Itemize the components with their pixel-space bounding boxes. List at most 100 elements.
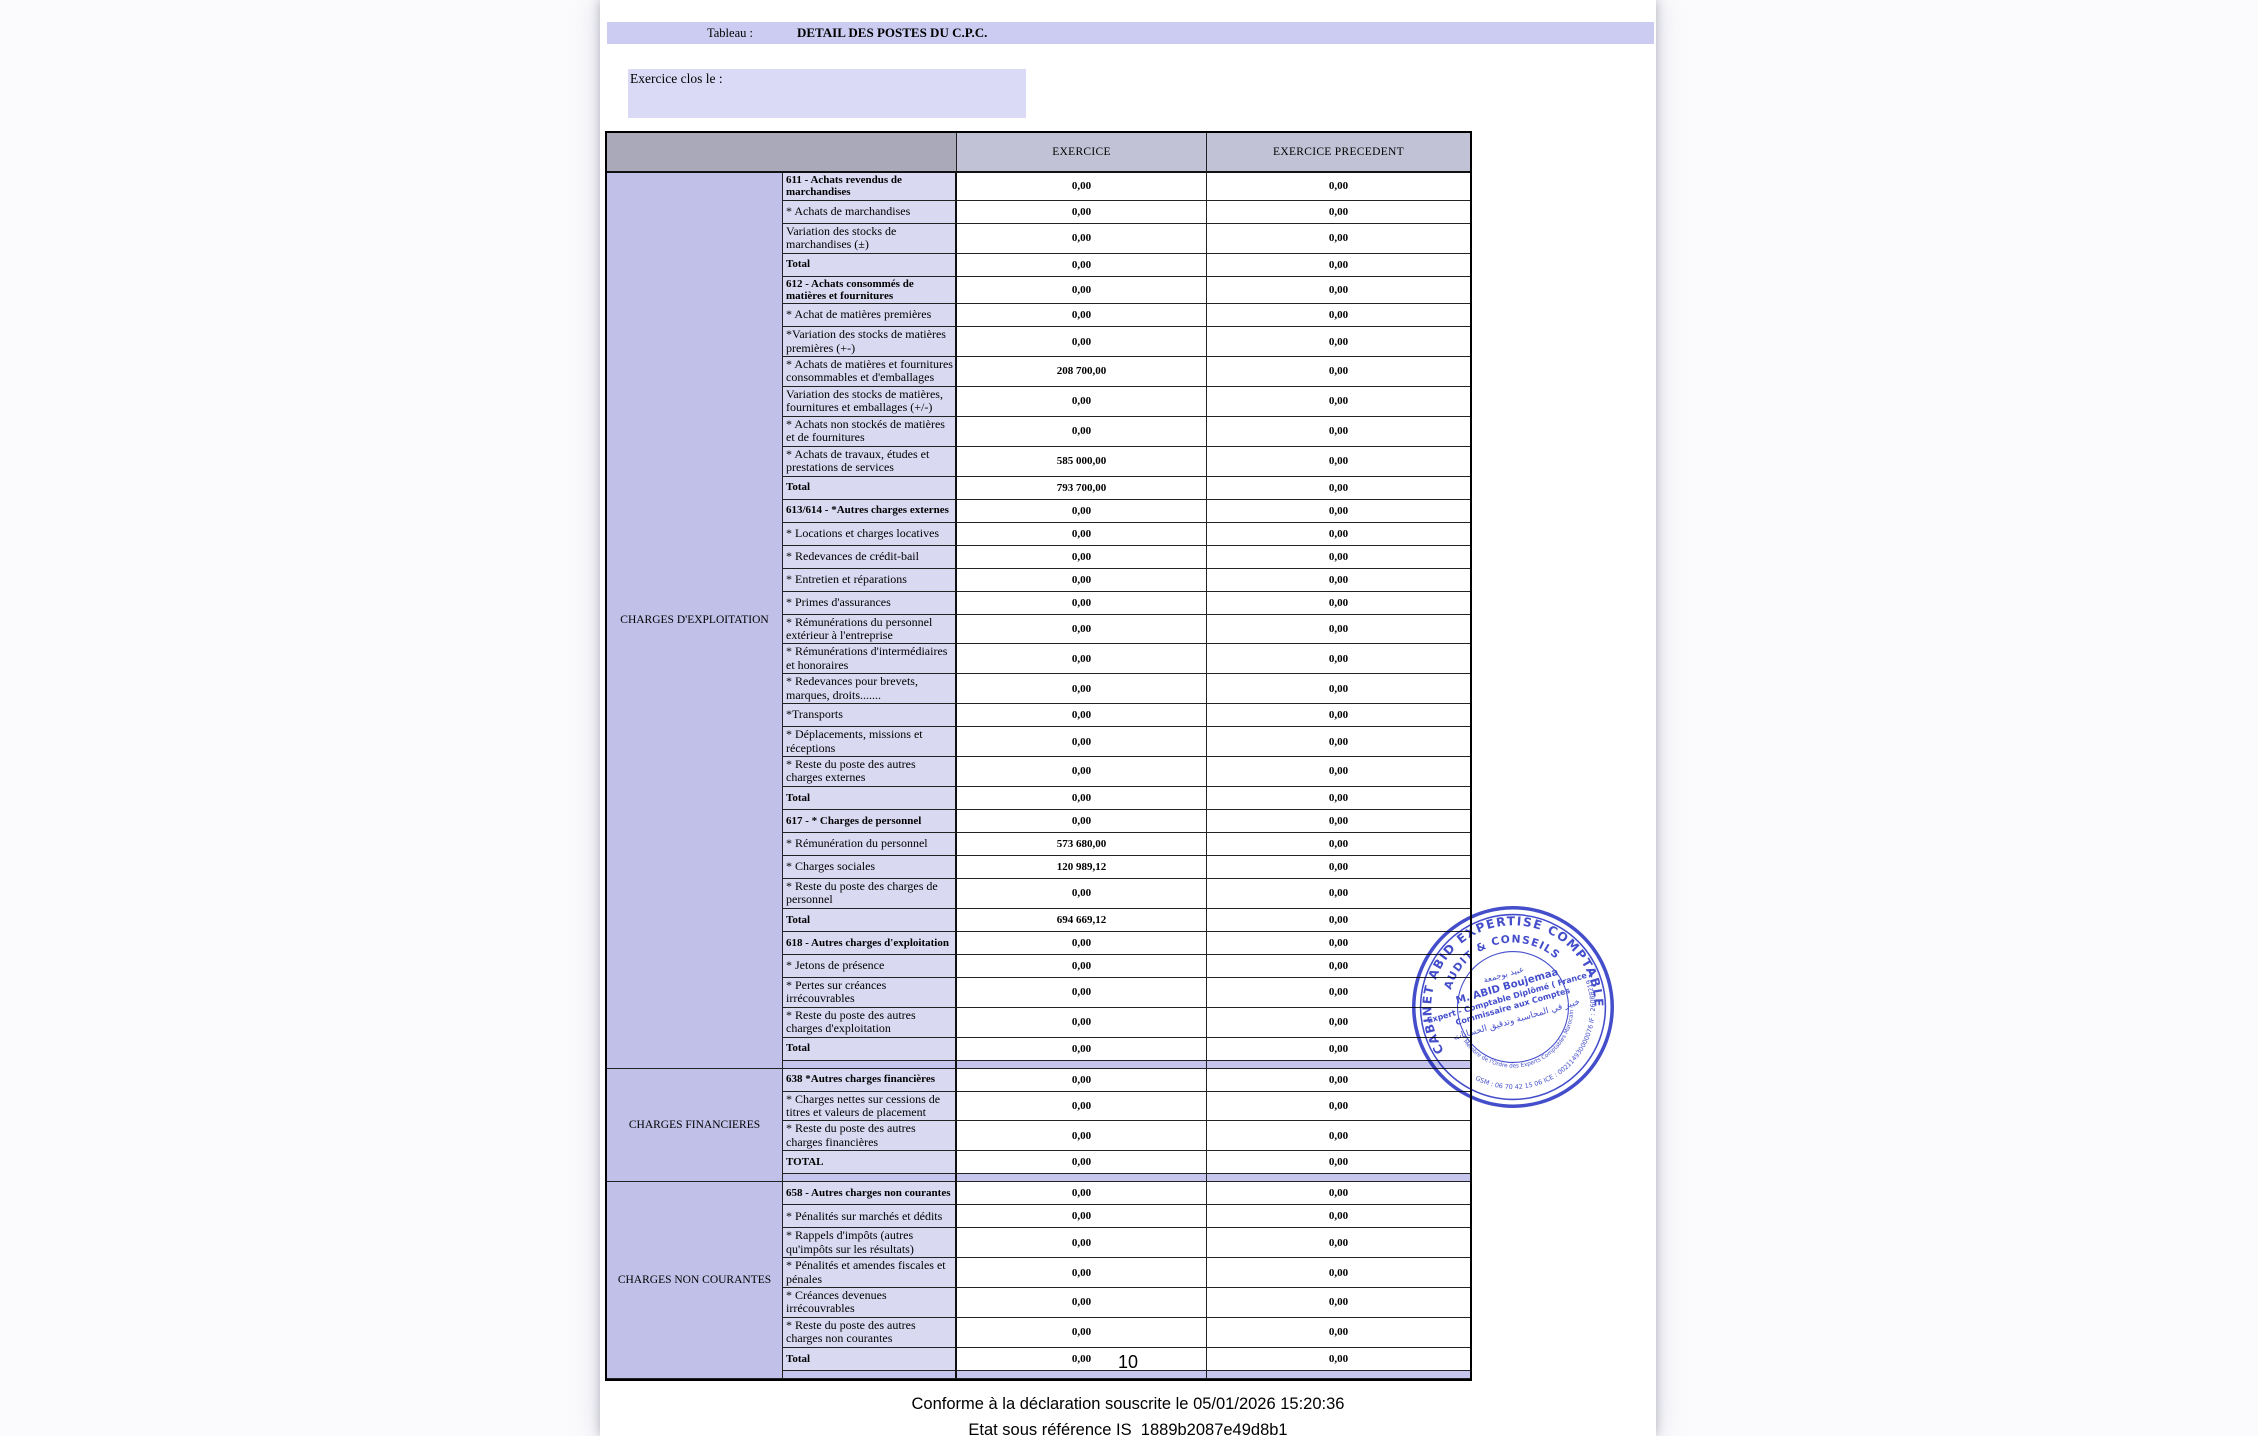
exercice-value-cell: 0,00 — [957, 786, 1207, 810]
page-title: DETAIL DES POSTES DU C.P.C. — [797, 25, 988, 40]
table-title-bar: Tableau : DETAIL DES POSTES DU C.P.C. — [607, 22, 1654, 44]
row-label-cell: Total — [783, 786, 957, 810]
row-label-cell: 617 - * Charges de personnel — [783, 809, 957, 833]
exercice-value-cell: 0,00 — [957, 977, 1207, 1008]
exercice-value-cell: 0,00 — [957, 1317, 1207, 1348]
precedent-value-cell: 0,00 — [1207, 446, 1470, 477]
exercice-value-cell: 0,00 — [957, 1205, 1207, 1229]
exercice-value-cell: 0,00 — [957, 674, 1207, 705]
precedent-value-cell: 0,00 — [1207, 1288, 1470, 1318]
exercice-value-cell: 0,00 — [957, 809, 1207, 833]
stamp-outer-ring — [1412, 906, 1614, 1108]
row-label-cell: Total — [783, 1347, 957, 1371]
exercice-value-cell: 0,00 — [957, 327, 1207, 357]
precedent-value-cell: 0,00 — [1207, 223, 1470, 254]
declaration-conformity-line: Conforme à la déclaration souscrite le 0… — [911, 1395, 1345, 1413]
table-header-blank-cell — [607, 133, 957, 173]
exercice-value-cell: 0,00 — [957, 954, 1207, 978]
row-label-cell: * Reste du poste des autres charges d'ex… — [783, 1007, 957, 1038]
precedent-value-cell: 0,00 — [1207, 1037, 1470, 1061]
exercice-value-cell: 0,00 — [957, 568, 1207, 592]
document-page: Tableau : DETAIL DES POSTES DU C.P.C. Ex… — [600, 0, 1656, 1436]
exercice-value-cell: 0,00 — [957, 1347, 1207, 1371]
row-label-cell: 613/614 - *Autres charges externes — [783, 499, 957, 523]
exercice-value-cell: 0,00 — [957, 1037, 1207, 1061]
exercice-value-cell: 694 669,12 — [957, 908, 1207, 932]
exercice-value-cell: 0,00 — [957, 614, 1207, 645]
precedent-value-cell: 0,00 — [1207, 704, 1470, 728]
precedent-value-cell: 0,00 — [1207, 954, 1470, 978]
section-separator — [1207, 1174, 1470, 1183]
exercice-value-cell: 0,00 — [957, 276, 1207, 305]
exercice-value-cell: 573 680,00 — [957, 832, 1207, 856]
section-separator — [783, 1370, 957, 1379]
precedent-value-cell: 0,00 — [1207, 357, 1470, 387]
section-label: CHARGES FINANCIERES — [607, 1068, 783, 1183]
precedent-value-cell: 0,00 — [1207, 727, 1470, 757]
row-label-cell: * Rémunération du personnel — [783, 832, 957, 856]
precedent-value-cell: 0,00 — [1207, 908, 1470, 932]
row-label-cell: * Achats de matières et fournitures cons… — [783, 357, 957, 387]
row-label-cell: * Rémunérations du personnel extérieur à… — [783, 614, 957, 645]
precedent-value-cell: 0,00 — [1207, 476, 1470, 500]
exercice-value-cell: 0,00 — [957, 644, 1207, 675]
row-label-cell: * Rémunérations d'intermédiaires et hono… — [783, 644, 957, 675]
row-label-cell: * Charges nettes sur cessions de titres … — [783, 1091, 957, 1122]
precedent-value-cell: 0,00 — [1207, 173, 1470, 201]
exercice-clos-box: Exercice clos le : — [628, 69, 1026, 118]
section-separator — [957, 1370, 1207, 1379]
exercice-value-cell: 0,00 — [957, 1182, 1207, 1206]
precedent-value-cell: 0,00 — [1207, 568, 1470, 592]
stamp-mid-ring — [1419, 913, 1607, 1101]
table-body: CHARGES D'EXPLOITATION 611 - Achats reven… — [607, 173, 1470, 1379]
row-label-cell: *Transports — [783, 704, 957, 728]
row-label-cell: *Variation des stocks de matières premiè… — [783, 327, 957, 357]
row-label-cell: Total — [783, 476, 957, 500]
exercice-value-cell: 0,00 — [957, 253, 1207, 277]
exercice-clos-label: Exercice clos le : — [630, 71, 723, 86]
row-label-cell: * Pénalités sur marchés et dédits — [783, 1205, 957, 1229]
precedent-value-cell: 0,00 — [1207, 1205, 1470, 1229]
row-label-cell: Total — [783, 253, 957, 277]
exercice-value-cell: 793 700,00 — [957, 476, 1207, 500]
page-number: 10 — [1117, 1352, 1139, 1372]
exercice-value-cell: 0,00 — [957, 1288, 1207, 1318]
row-label-cell: * Achats de travaux, études et prestatio… — [783, 446, 957, 477]
exercice-value-cell: 0,00 — [957, 545, 1207, 569]
precedent-value-cell: 0,00 — [1207, 674, 1470, 705]
section-label: CHARGES D'EXPLOITATION — [607, 173, 783, 1069]
precedent-value-cell: 0,00 — [1207, 809, 1470, 833]
precedent-value-cell: 0,00 — [1207, 786, 1470, 810]
row-label-cell: * Créances devenues irrécouvrables — [783, 1288, 957, 1318]
row-label-cell: * Achat de matières premières — [783, 304, 957, 328]
precedent-value-cell: 0,00 — [1207, 522, 1470, 546]
precedent-value-cell: 0,00 — [1207, 327, 1470, 357]
precedent-value-cell: 0,00 — [1207, 1007, 1470, 1038]
row-label-cell: * Entretien et réparations — [783, 568, 957, 592]
exercice-value-cell: 0,00 — [957, 931, 1207, 955]
exercice-value-cell: 0,00 — [957, 1121, 1207, 1152]
cpc-table: EXERCICE EXERCICE PRECEDENT CHARGES D'EX… — [605, 131, 1472, 1381]
row-label-cell: 611 - Achats revendus de marchandises — [783, 173, 957, 201]
section-separator — [957, 1060, 1207, 1069]
row-label-cell: * Achats de marchandises — [783, 200, 957, 224]
precedent-value-cell: 0,00 — [1207, 276, 1470, 305]
exercice-value-cell: 0,00 — [957, 1258, 1207, 1288]
section-separator — [1207, 1370, 1470, 1379]
section-separator — [783, 1060, 957, 1069]
table-section: CHARGES NON COURANTES 658 - Autres charge… — [607, 1182, 1470, 1379]
precedent-value-cell: 0,00 — [1207, 757, 1470, 787]
row-label-cell: TOTAL — [783, 1151, 957, 1175]
exercice-value-cell: 0,00 — [957, 499, 1207, 523]
row-label-cell: * Reste du poste des charges de personne… — [783, 878, 957, 909]
precedent-value-cell: 0,00 — [1207, 977, 1470, 1008]
precedent-value-cell: 0,00 — [1207, 304, 1470, 328]
exercice-value-cell: 0,00 — [957, 878, 1207, 909]
stamp-inner-ring — [1457, 951, 1569, 1063]
row-label-cell: * Redevances pour brevets, marques, droi… — [783, 674, 957, 705]
precedent-value-cell: 0,00 — [1207, 416, 1470, 447]
precedent-value-cell: 0,00 — [1207, 1091, 1470, 1122]
precedent-value-cell: 0,00 — [1207, 644, 1470, 675]
row-label-cell: * Redevances de crédit-bail — [783, 545, 957, 569]
exercice-value-cell: 0,00 — [957, 1068, 1207, 1092]
